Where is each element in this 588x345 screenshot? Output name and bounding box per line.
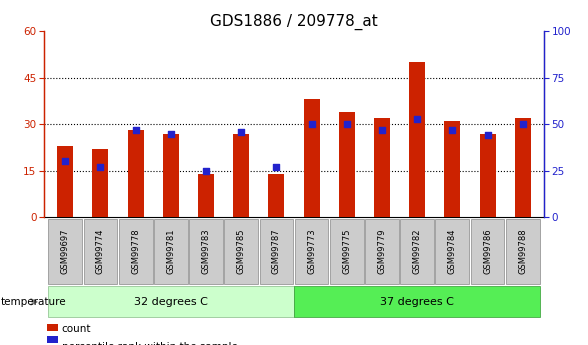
Bar (47, 336, 58, 343)
Text: GSM99779: GSM99779 (377, 228, 386, 274)
FancyBboxPatch shape (224, 219, 258, 284)
Text: GSM99697: GSM99697 (61, 228, 70, 274)
FancyBboxPatch shape (436, 219, 469, 284)
FancyBboxPatch shape (119, 219, 152, 284)
Point (61, 159, 70, 164)
FancyBboxPatch shape (470, 219, 505, 284)
Bar (339, 112, 355, 217)
Point (483, 132, 492, 138)
FancyBboxPatch shape (294, 286, 540, 317)
Bar (57, 146, 73, 217)
Bar (409, 62, 425, 217)
FancyBboxPatch shape (506, 219, 540, 284)
FancyBboxPatch shape (189, 219, 223, 284)
Bar (303, 99, 319, 217)
Bar (445, 121, 460, 217)
Point (518, 121, 527, 127)
Point (236, 129, 246, 135)
Bar (515, 118, 531, 217)
Bar (233, 134, 249, 217)
Point (447, 127, 457, 132)
Point (342, 121, 352, 127)
FancyBboxPatch shape (295, 219, 329, 284)
FancyBboxPatch shape (154, 219, 188, 284)
FancyBboxPatch shape (259, 219, 293, 284)
Text: GSM99786: GSM99786 (483, 228, 492, 274)
Text: percentile rank within the sample: percentile rank within the sample (62, 342, 238, 345)
Point (131, 127, 141, 132)
Bar (269, 174, 285, 217)
Text: GSM99783: GSM99783 (202, 228, 211, 274)
Bar (374, 118, 390, 217)
Bar (92, 149, 108, 217)
Text: GDS1886 / 209778_at: GDS1886 / 209778_at (210, 14, 378, 30)
Text: GSM99785: GSM99785 (237, 228, 246, 274)
Point (96, 164, 105, 170)
FancyBboxPatch shape (83, 219, 118, 284)
Text: 37 degrees C: 37 degrees C (380, 297, 454, 307)
Point (272, 164, 281, 170)
Text: GSM99778: GSM99778 (131, 228, 140, 274)
Text: GSM99781: GSM99781 (166, 228, 175, 274)
Bar (128, 130, 143, 217)
Text: count: count (62, 324, 91, 334)
FancyBboxPatch shape (400, 219, 434, 284)
Bar (480, 134, 496, 217)
Text: GSM99773: GSM99773 (307, 228, 316, 274)
Text: GSM99775: GSM99775 (342, 228, 351, 274)
Text: GSM99788: GSM99788 (518, 228, 527, 274)
Text: 32 degrees C: 32 degrees C (134, 297, 208, 307)
Point (166, 131, 175, 136)
Point (201, 168, 211, 174)
Text: GSM99782: GSM99782 (413, 228, 422, 274)
Point (307, 121, 316, 127)
Text: GSM99774: GSM99774 (96, 228, 105, 274)
Text: GSM99784: GSM99784 (448, 228, 457, 274)
Text: temperature: temperature (1, 297, 67, 307)
FancyBboxPatch shape (330, 219, 364, 284)
FancyBboxPatch shape (365, 219, 399, 284)
Point (413, 116, 422, 121)
Bar (198, 174, 214, 217)
FancyBboxPatch shape (48, 219, 82, 284)
Bar (47, 324, 58, 331)
Point (377, 127, 387, 132)
Text: GSM99787: GSM99787 (272, 228, 281, 274)
Bar (163, 134, 179, 217)
FancyBboxPatch shape (48, 286, 294, 317)
